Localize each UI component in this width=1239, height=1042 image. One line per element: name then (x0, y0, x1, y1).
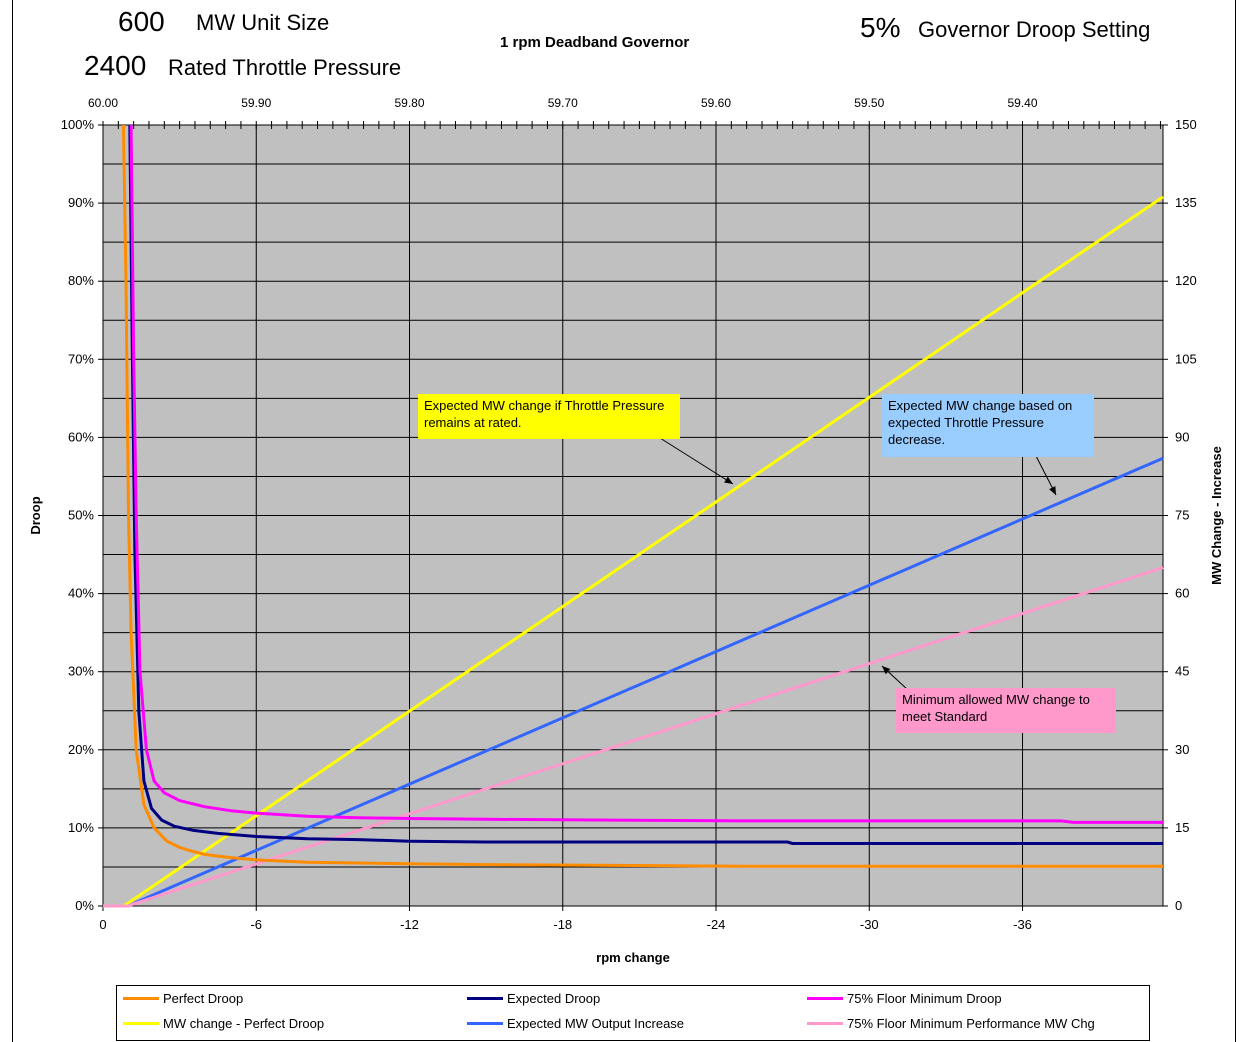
legend-item-expected-droop: Expected Droop (467, 991, 600, 1006)
y2-axis-title: MW Change - Increase (1209, 446, 1224, 585)
legend-item-perfect-droop: Perfect Droop (123, 991, 243, 1006)
callout-pink: Minimum allowed MW change to meet Standa… (896, 688, 1116, 733)
x-tick-label: -12 (400, 917, 419, 932)
y-tick-label-right: 90 (1175, 429, 1189, 444)
callout-arrow-blue-head (1049, 486, 1056, 495)
y-tick-label-left: 30% (68, 664, 94, 679)
legend-swatch (467, 1022, 503, 1025)
top-tick-label: 59.40 (1008, 96, 1038, 110)
unit-size-label: MW Unit Size (196, 10, 330, 35)
legend-label: MW change - Perfect Droop (163, 1016, 325, 1031)
top-tick-label: 59.60 (701, 96, 731, 110)
callout-arrow-pink-head (882, 666, 891, 675)
legend-item-floor-droop: 75% Floor Minimum Droop (807, 991, 1002, 1006)
y-tick-label-right: 60 (1175, 586, 1189, 601)
deadband-title: 1 rpm Deadband Governor (500, 34, 690, 51)
series-line-1 (128, 124, 1163, 845)
callout-arrow-yellow-head (724, 476, 733, 484)
legend: Perfect Droop Expected Droop 75% Floor M… (116, 985, 1150, 1041)
top-tick-label: 59.50 (854, 96, 884, 110)
legend-swatch (807, 1022, 843, 1025)
legend-item-mw-expected: Expected MW Output Increase (467, 1016, 684, 1031)
y-tick-label-left: 60% (68, 429, 94, 444)
series-line-5 (103, 566, 1164, 908)
droop-setting-value: 5% (860, 12, 901, 43)
legend-label: 75% Floor Minimum Performance MW Chg (847, 1016, 1095, 1031)
x-tick-label: -36 (1013, 917, 1032, 932)
x-tick-label: 0 (99, 917, 106, 932)
legend-item-mw-floor: 75% Floor Minimum Performance MW Chg (807, 1016, 1095, 1031)
legend-swatch (123, 997, 159, 1000)
y-tick-label-right: 135 (1175, 195, 1197, 210)
series-line-2 (129, 124, 1163, 824)
x-tick-label: -24 (707, 917, 726, 932)
callout-yellow: Expected MW change if Throttle Pressure … (418, 394, 680, 439)
unit-size-value: 600 (118, 6, 165, 37)
pressure-label: Rated Throttle Pressure (168, 55, 402, 80)
callout-arrow-yellow (659, 437, 734, 485)
y-tick-label-left: 0% (75, 898, 94, 913)
y-tick-label-right: 150 (1175, 117, 1197, 132)
y-tick-label-left: 50% (68, 508, 94, 523)
y-tick-label-right: 75 (1175, 508, 1189, 523)
y-tick-label-left: 80% (68, 273, 94, 288)
legend-swatch (467, 997, 503, 1000)
legend-label: 75% Floor Minimum Droop (847, 991, 1002, 1006)
x-tick-label: -18 (553, 917, 572, 932)
y-tick-label-right: 45 (1175, 664, 1189, 679)
droop-setting-label: Governor Droop Setting (918, 17, 1151, 42)
y-tick-label-left: 40% (68, 586, 94, 601)
top-tick-label: 59.90 (241, 96, 271, 110)
y-tick-label-left: 90% (68, 195, 94, 210)
legend-swatch (807, 997, 843, 1000)
x-axis-title: rpm change (596, 950, 670, 965)
y-tick-label-right: 120 (1175, 273, 1197, 288)
callout-blue: Expected MW change based on expected Thr… (882, 394, 1094, 457)
y-tick-label-left: 70% (68, 351, 94, 366)
y-tick-label-left: 10% (68, 820, 94, 835)
y-tick-label-left: 20% (68, 742, 94, 757)
legend-label: Expected Droop (507, 991, 601, 1006)
x-tick-label: -30 (860, 917, 879, 932)
series-line-0 (121, 124, 1163, 868)
y-tick-label-right: 105 (1175, 351, 1197, 366)
legend-label: Expected MW Output Increase (507, 1016, 685, 1031)
y-tick-label-right: 0 (1175, 898, 1182, 913)
y-tick-label-left: 100% (61, 117, 95, 132)
chart-frame (12, 0, 1236, 1042)
x-tick-label: -6 (250, 917, 262, 932)
chart-plot: 0% 10% 20% 30% 40% 50% 60% 70% 80% 90% 100% 0 15 30 45… (28, 96, 1224, 965)
legend-label: Perfect Droop (163, 991, 244, 1006)
y-tick-label-right: 30 (1175, 742, 1189, 757)
top-tick-label: 60.00 (88, 96, 118, 110)
pressure-value: 2400 (84, 50, 147, 81)
legend-swatch (123, 1022, 159, 1025)
top-tick-label: 59.80 (394, 96, 424, 110)
y-tick-label-right: 15 (1175, 820, 1189, 835)
legend-item-mw-perfect: MW change - Perfect Droop (123, 1016, 324, 1031)
top-tick-label: 59.70 (548, 96, 578, 110)
y-axis-title: Droop (28, 496, 43, 534)
